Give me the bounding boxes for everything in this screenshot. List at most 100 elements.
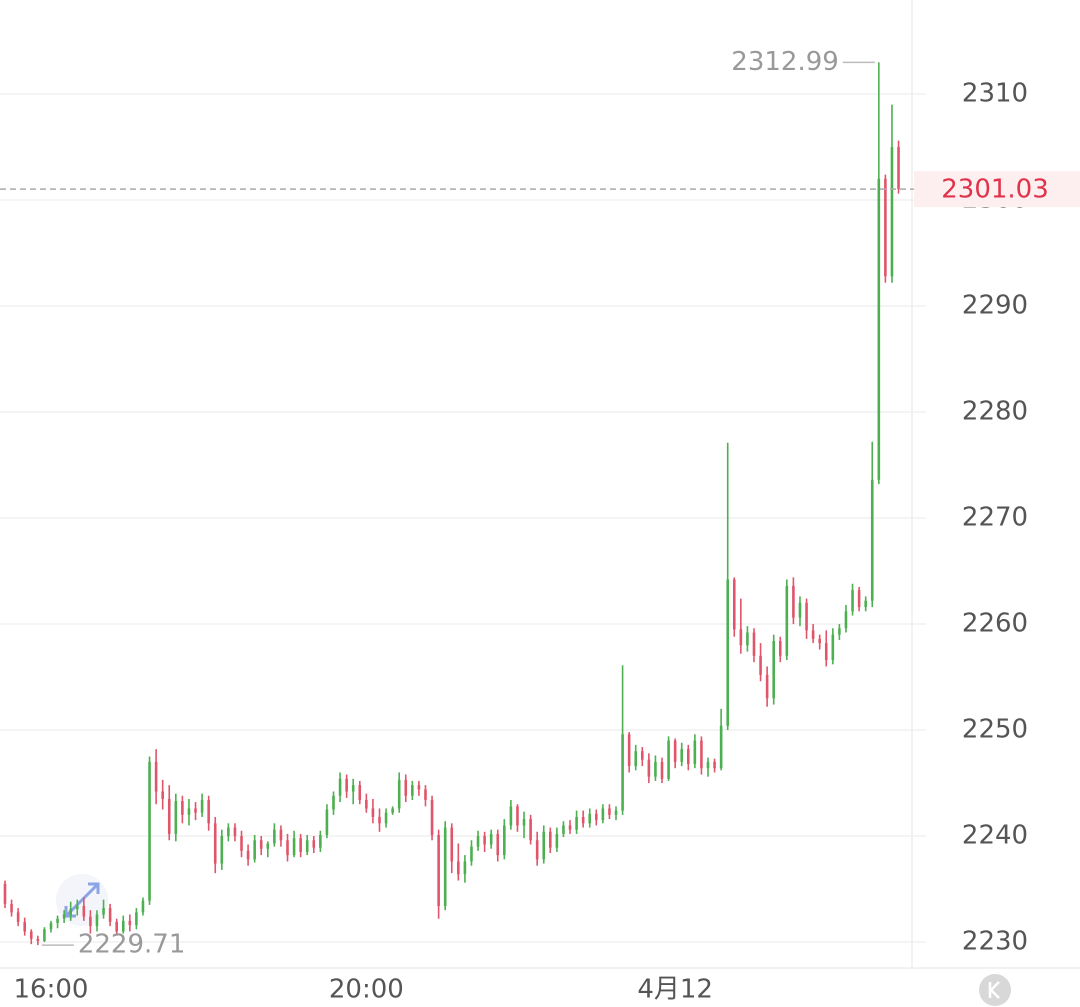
candle-body — [23, 921, 27, 932]
candle-body — [890, 147, 894, 277]
candle-body — [470, 846, 473, 862]
candle-body — [36, 938, 40, 941]
candle-body — [680, 749, 684, 762]
candle-body — [279, 829, 283, 841]
candle-body — [706, 761, 710, 769]
candle-body — [838, 628, 841, 635]
candle-body — [29, 931, 33, 939]
candle-body — [135, 912, 138, 926]
candle-body — [148, 761, 151, 901]
candle-body — [759, 655, 762, 675]
candle-body — [194, 808, 197, 813]
candle-body — [877, 178, 881, 480]
candle-body — [181, 801, 184, 815]
candle-body — [424, 789, 427, 800]
y-tick-label: 2270 — [962, 503, 1028, 533]
candle-body — [220, 836, 224, 864]
candle-body — [654, 761, 657, 777]
candle-body — [397, 779, 401, 809]
candle-body — [16, 912, 20, 922]
candle-body — [588, 813, 592, 824]
x-tick-label: 4月12 — [637, 975, 713, 1005]
candle-body — [535, 840, 539, 860]
candle-body — [726, 579, 730, 726]
candle-body — [108, 908, 112, 922]
candle-body — [634, 751, 638, 767]
candle-body — [627, 734, 631, 767]
candle-body — [411, 785, 414, 796]
candle-body — [358, 785, 362, 800]
candle-body — [870, 479, 874, 601]
candle-body — [338, 778, 342, 796]
candle-body — [549, 831, 552, 848]
candle-body — [365, 799, 368, 809]
candle-body — [75, 905, 79, 910]
candle-body — [542, 831, 546, 860]
candle-body — [897, 147, 900, 190]
candle-body — [115, 921, 118, 932]
candle-body — [3, 883, 7, 904]
candle-body — [233, 827, 237, 837]
candle-body — [378, 816, 381, 824]
candle-body — [332, 795, 335, 810]
kline-button[interactable] — [979, 974, 1011, 1006]
candle-body — [312, 840, 316, 848]
candle-body — [10, 903, 13, 913]
grid — [0, 93, 926, 943]
candle-body — [595, 813, 598, 821]
candle-body — [516, 806, 519, 826]
kline-button-bg — [979, 974, 1011, 1006]
candle-body — [450, 827, 454, 862]
candle-body — [489, 833, 493, 845]
x-tick-label: 16:00 — [14, 975, 89, 1005]
candle-body — [785, 585, 789, 656]
candle-body — [864, 600, 867, 608]
candle-body — [305, 840, 309, 852]
candle-body — [62, 914, 66, 919]
candle-body — [857, 590, 861, 608]
candle-body — [259, 840, 263, 849]
candle-body — [746, 632, 749, 646]
candle-body — [713, 761, 716, 769]
candle-body — [483, 836, 486, 845]
candle-body — [562, 825, 565, 834]
candle-body — [443, 827, 447, 906]
candle-body — [798, 602, 802, 618]
y-tick-label: 2230 — [962, 927, 1028, 957]
candle-body — [621, 734, 624, 811]
candle-body — [430, 799, 434, 835]
candle-body — [667, 740, 670, 779]
y-tick-label: 2250 — [962, 715, 1028, 745]
candle-body — [476, 836, 480, 847]
candle-body — [299, 838, 302, 852]
candle-body — [739, 629, 743, 646]
candle-body — [509, 806, 513, 826]
candle-body — [765, 674, 769, 699]
candle-body — [555, 833, 559, 848]
high-label: 2312.99 — [731, 47, 839, 77]
candle-body — [325, 809, 329, 835]
candle-body — [457, 861, 460, 875]
candle-body — [660, 761, 664, 779]
candle-body — [601, 808, 605, 821]
candle-body — [207, 799, 210, 824]
candle-body — [128, 920, 132, 926]
y-tick-label: 2310 — [962, 79, 1028, 109]
candle-body — [818, 638, 821, 644]
candle-body — [351, 785, 355, 792]
candle-body — [884, 178, 887, 277]
candle-body — [227, 827, 230, 837]
candle-body — [154, 761, 158, 792]
candle-body — [529, 819, 532, 841]
candle-body — [496, 833, 500, 856]
candle-body — [273, 829, 276, 844]
y-tick-label: 2260 — [962, 609, 1028, 639]
y-tick-label: 2240 — [962, 821, 1028, 851]
candle-body — [266, 843, 270, 849]
candle-body — [286, 840, 289, 856]
candle-body — [640, 751, 644, 760]
candle-body — [43, 929, 46, 941]
candle-body — [503, 825, 506, 856]
candle-body — [811, 630, 815, 639]
expand-button[interactable] — [56, 874, 108, 926]
